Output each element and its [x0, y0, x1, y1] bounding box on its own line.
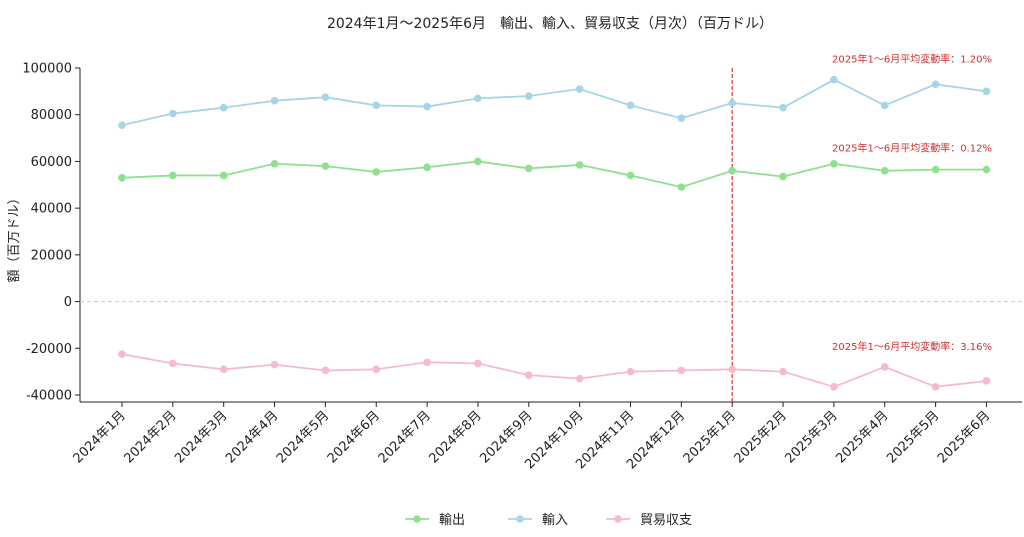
data-point	[982, 87, 991, 96]
x-tick-label: 2024年5月	[274, 408, 332, 466]
x-tick-label: 2024年2月	[121, 408, 179, 466]
data-point	[626, 101, 635, 110]
legend-label: 輸出	[439, 513, 465, 528]
data-point	[575, 161, 584, 169]
data-point	[728, 166, 736, 175]
data-point	[880, 166, 889, 175]
x-tick-label: 2024年6月	[325, 408, 383, 466]
data-point	[880, 363, 889, 371]
x-tick-label: 2025年4月	[833, 408, 891, 466]
data-point	[219, 171, 228, 180]
y-tick-label: 80000	[31, 108, 72, 123]
data-point	[830, 75, 838, 84]
data-point	[880, 101, 889, 110]
data-point	[779, 367, 787, 376]
data-point	[982, 165, 991, 174]
x-tick-label: 2025年1月	[681, 408, 739, 466]
data-point	[525, 92, 533, 100]
data-point	[779, 103, 787, 112]
data-point	[372, 168, 381, 176]
series-line	[121, 353, 987, 388]
x-tick-label: 2025年3月	[782, 408, 840, 466]
x-tick-label: 2024年4月	[223, 408, 281, 466]
data-point	[931, 165, 940, 174]
data-point	[474, 359, 482, 368]
y-axis-label: 額（百万ドル）	[7, 191, 22, 282]
y-tick-label: 100000	[22, 62, 72, 77]
data-point	[169, 359, 177, 368]
data-point	[575, 85, 584, 93]
x-tick-label: 2024年7月	[376, 408, 434, 466]
data-point	[169, 171, 177, 180]
data-point	[118, 350, 126, 358]
data-point	[728, 99, 736, 107]
data-point	[931, 383, 940, 391]
x-tick-label: 2025年6月	[935, 408, 993, 466]
legend: 輸出 輸入 貿易収支	[405, 513, 692, 528]
data-point	[118, 173, 126, 182]
y-tick-label: 20000	[31, 248, 72, 263]
data-point	[219, 365, 228, 374]
legend-marker	[516, 515, 524, 523]
data-point	[931, 80, 940, 89]
data-point	[321, 366, 330, 375]
data-point	[677, 114, 686, 123]
data-point	[626, 367, 635, 376]
y-tick-label: -20000	[26, 342, 72, 357]
legend-marker	[614, 515, 622, 523]
x-tick-label: 2025年2月	[732, 408, 790, 466]
data-point	[423, 358, 431, 367]
plot-area: 100000 80000 60000 40000 20000 0 -20000 -40000 2…	[22, 53, 1022, 472]
series-line	[121, 78, 987, 127]
x-tick-label: 2025年5月	[884, 408, 942, 466]
annotation: 2025年1～6月平均変動率：0.12%	[832, 141, 992, 154]
data-point	[474, 94, 482, 103]
data-point	[321, 93, 330, 101]
data-point	[321, 162, 330, 170]
data-point	[677, 183, 686, 191]
data-point	[525, 164, 533, 173]
data-point	[626, 171, 635, 180]
legend-marker	[413, 515, 421, 523]
data-point	[372, 101, 381, 110]
data-point	[728, 365, 736, 374]
data-point	[779, 172, 787, 181]
data-point	[270, 360, 279, 369]
legend-label: 貿易収支	[640, 513, 692, 528]
data-point	[270, 96, 279, 105]
data-point	[575, 374, 584, 383]
annotation: 2025年1～6月平均変動率：1.20%	[832, 53, 992, 66]
data-point	[118, 121, 126, 130]
data-point	[169, 109, 177, 118]
data-point	[830, 383, 838, 391]
data-point	[423, 102, 431, 111]
series-line	[121, 160, 987, 189]
chart-title: 2024年1月～2025年6月 輸出、輸入、貿易収支（月次）（百万ドル）	[327, 16, 773, 32]
y-tick-label: 40000	[31, 202, 72, 217]
data-point	[372, 365, 381, 374]
data-point	[982, 377, 991, 385]
x-tick-label: 2024年8月	[427, 408, 485, 466]
data-point	[219, 103, 228, 112]
data-point	[474, 157, 482, 166]
x-tick-label: 2024年3月	[172, 408, 230, 466]
legend-label: 輸入	[542, 513, 568, 528]
y-tick-label: 0	[64, 295, 72, 310]
x-tick-label: 2024年1月	[71, 408, 129, 466]
y-tick-label: -40000	[26, 388, 72, 403]
data-point	[525, 371, 533, 379]
data-point	[270, 159, 279, 168]
annotation: 2025年1～6月平均変動率：3.16%	[832, 340, 992, 353]
data-point	[423, 163, 431, 172]
data-point	[830, 159, 838, 168]
y-tick-label: 60000	[31, 155, 72, 170]
data-point	[677, 366, 686, 375]
